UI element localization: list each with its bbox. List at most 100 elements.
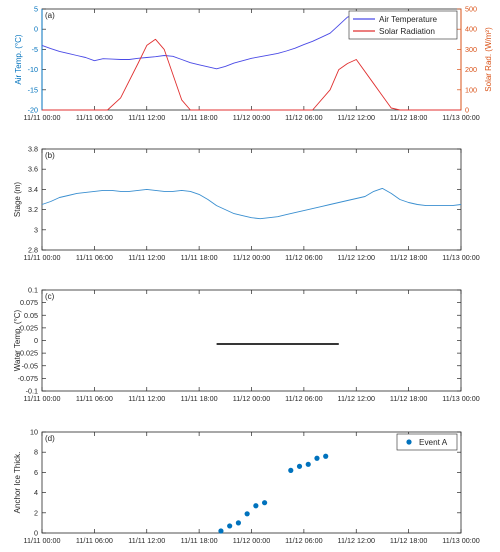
panel-a-ytick-label: -5	[32, 45, 38, 54]
panel-d-series-0-point	[244, 511, 250, 517]
panel-a-legend-label: Solar Radiation	[379, 27, 435, 36]
panel-c-ytick-label: 0.025	[20, 323, 38, 332]
panel-a-ylabel-right: Solar Rad. (W/m²)	[484, 27, 493, 92]
panel-d-legend-label: Event A	[419, 438, 448, 447]
panel-d-xtick-label: 11/12 00:00	[233, 536, 270, 545]
panel-d-label: (d)	[45, 434, 55, 443]
panel-a-ytick-right-label: 300	[465, 45, 477, 54]
panel-b-ytick-label: 3.2	[28, 205, 38, 214]
panel-a-xtick-label: 11/12 00:00	[233, 113, 270, 122]
panel-a-xtick-label: 11/12 12:00	[338, 113, 375, 122]
panel-d-ytick-label: 10	[30, 428, 38, 437]
panel-a-label: (a)	[45, 11, 55, 20]
panel-d-ytick-label: 2	[34, 508, 38, 517]
panel-c-xtick-label: 11/11 18:00	[181, 394, 218, 403]
panel-d-series-0-point	[296, 463, 303, 469]
panel-c-ytick-label: -0.075	[18, 374, 38, 383]
panel-b-ytick-label: 3.6	[28, 165, 38, 174]
panel-c-ytick-label: -0.05	[22, 361, 38, 370]
panel-a-ytick-right-label: 200	[465, 65, 477, 74]
panel-a-ytick-right-label: 400	[465, 25, 477, 34]
panel-c-ytick-label: 0.075	[20, 298, 38, 307]
panel-c-ytick-label: -0.1	[26, 387, 38, 396]
panel-b-xtick-label: 11/11 00:00	[24, 253, 61, 262]
panel-b-ytick-label: 2.8	[28, 246, 38, 255]
panel-a-ytick-right-label: 100	[465, 85, 477, 94]
panel-d-series-0-point	[235, 520, 242, 526]
panel-b-ytick-label: 3.4	[28, 185, 38, 194]
panel-b-ylabel: Stage (m)	[13, 182, 22, 217]
panel-c-xtick-label: 11/12 00:00	[233, 394, 270, 403]
panel-a-legend-label: Air Temperature	[379, 15, 438, 24]
panel-b-xtick-label: 11/12 12:00	[338, 253, 375, 262]
panel-a-series-1-line	[42, 38, 461, 111]
panel-a-ytick-right-label: 500	[465, 5, 477, 14]
panel-b-label: (b)	[45, 151, 55, 160]
panel-d-ylabel: Anchor Ice Thick.	[13, 452, 22, 514]
panel-d-ytick-label: 8	[34, 448, 38, 457]
panel-d-xtick-label: 11/13 00:00	[442, 536, 479, 545]
panel-b-xtick-label: 11/11 12:00	[128, 253, 165, 262]
panel-d-xtick-label: 11/12 06:00	[285, 536, 322, 545]
panel-d-ytick-label: 6	[34, 468, 38, 477]
panel-a-ytick-label: -10	[28, 65, 38, 74]
panel-b-xtick-label: 11/12 00:00	[233, 253, 270, 262]
panel-a-xtick-label: 11/13 00:00	[442, 113, 479, 122]
panel-a-ytick-label: -20	[28, 106, 38, 115]
panel-c-xtick-label: 11/12 06:00	[285, 394, 322, 403]
panel-c-ytick-label: -0.025	[18, 349, 38, 358]
panel-d-plot-area	[41, 431, 462, 534]
panel-c-xtick-label: 11/11 00:00	[24, 394, 61, 403]
panel-c-ytick-label: 0	[34, 336, 38, 345]
panel-a-xtick-label: 11/11 12:00	[128, 113, 165, 122]
panel-a-legend-box	[348, 10, 458, 40]
panel-d-xtick-label: 11/11 06:00	[76, 536, 113, 545]
panel-b-ytick-label: 3	[34, 225, 38, 234]
panel-a-xtick-label: 11/11 06:00	[76, 113, 113, 122]
panel-b-xtick-label: 11/12 18:00	[390, 253, 427, 262]
panel-b-xtick-label: 11/13 00:00	[442, 253, 479, 262]
panel-b-plot-area	[41, 148, 462, 251]
panel-d-xtick-label: 11/12 18:00	[390, 536, 427, 545]
panel-c-xtick-label: 11/12 12:00	[338, 394, 375, 403]
panel-d-series-0-point	[253, 503, 259, 509]
panel-c-ytick-label: 0.1	[28, 286, 38, 295]
panel-d-ytick-label: 0	[34, 529, 38, 538]
panel-d-xtick-label: 11/11 00:00	[24, 536, 61, 545]
panel-d-series-0-point	[288, 467, 294, 473]
panel-a-xtick-label: 11/11 00:00	[24, 113, 61, 122]
panel-c-xtick-label: 11/13 00:00	[442, 394, 479, 403]
panel-d-xtick-label: 11/11 12:00	[128, 536, 165, 545]
panel-b-ytick-label: 3.8	[28, 145, 38, 154]
panel-b-xtick-label: 11/12 06:00	[285, 253, 322, 262]
panel-d-ytick-label: 4	[34, 488, 38, 497]
panel-d-legend-marker	[406, 439, 412, 445]
panel-d-series-0-point	[227, 523, 233, 529]
panel-d-series-0-point	[314, 455, 320, 461]
panel-a-xtick-label: 11/12 06:00	[285, 113, 322, 122]
panel-d-series-0-point	[261, 500, 268, 506]
panel-b-series-0-line	[41, 187, 462, 220]
panel-c-xtick-label: 11/11 12:00	[128, 394, 165, 403]
panel-a-ytick-label: 0	[34, 25, 38, 34]
panel-d-series-0-point	[218, 528, 224, 534]
panel-b-xtick-label: 11/11 06:00	[76, 253, 113, 262]
panel-c-ylabel: Water Temp. (°C)	[13, 309, 22, 371]
panel-c-label: (c)	[45, 292, 55, 301]
panel-a-ylabel: Air Temp. (°C)	[14, 34, 23, 85]
panel-c-xtick-label: 11/11 06:00	[76, 394, 113, 403]
panel-b-xtick-label: 11/11 18:00	[181, 253, 218, 262]
panel-a-ytick-label: -15	[28, 85, 38, 94]
panel-d-series-0-point	[323, 453, 329, 459]
panel-c-xtick-label: 11/12 18:00	[390, 394, 427, 403]
panel-a-series-0-line	[41, 12, 392, 70]
panel-d-xtick-label: 11/11 18:00	[181, 536, 218, 545]
panel-d-legend-box	[396, 433, 458, 451]
panel-c-plot-area	[41, 289, 462, 392]
panel-a-ytick-right-label: 0	[465, 106, 469, 115]
panel-a-xtick-label: 11/11 18:00	[181, 113, 218, 122]
panel-a-xtick-label: 11/12 18:00	[390, 113, 427, 122]
panel-d-xtick-label: 11/12 12:00	[338, 536, 375, 545]
panel-d-series-0-point	[305, 461, 311, 467]
